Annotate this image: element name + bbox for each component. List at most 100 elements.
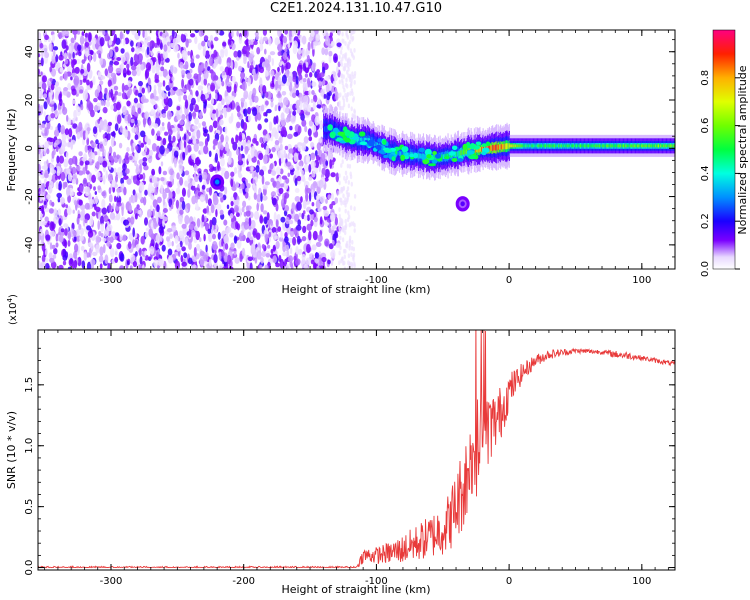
noise-cell (342, 186, 345, 192)
noise-cell (285, 62, 291, 70)
noise-cell (71, 178, 76, 185)
noise-cell (292, 40, 298, 50)
noise-cell (148, 182, 153, 193)
noise-cell (48, 208, 55, 214)
noise-cell (306, 154, 311, 164)
noise-cell (264, 70, 269, 77)
noise-cell (55, 242, 59, 248)
noise-cell (115, 37, 121, 45)
noise-cell (318, 179, 324, 189)
noise-cell (347, 210, 350, 216)
noise-cell (338, 189, 341, 195)
noise-cell (85, 170, 90, 175)
noise-cell (168, 242, 172, 246)
noise-cell (133, 53, 140, 63)
noise-cell (253, 72, 258, 81)
noise-cell (167, 91, 171, 97)
noise-cell (99, 80, 104, 86)
noise-cell (44, 216, 49, 222)
noise-cell (315, 241, 322, 247)
noise-cell (87, 242, 94, 247)
noise-cell (48, 137, 55, 143)
noise-cell (281, 175, 288, 180)
noise-cell (344, 41, 347, 46)
noise-cell (212, 120, 218, 129)
noise-cell (108, 202, 112, 213)
noise-cell (318, 164, 321, 173)
noise-cell (207, 228, 211, 234)
noise-cell (344, 218, 347, 224)
noise-cell (236, 30, 239, 37)
noise-cell (195, 54, 200, 59)
noise-cell (45, 249, 48, 256)
noise-cell (277, 30, 282, 37)
noise-cell (41, 82, 47, 90)
noise-cell (199, 250, 205, 257)
noise-cell (172, 135, 176, 143)
noise-cell (156, 196, 162, 204)
noise-cell (293, 152, 299, 162)
noise-cell (336, 65, 339, 74)
heatmap-image (38, 30, 675, 269)
noise-cell (203, 145, 209, 155)
noise-cell (281, 64, 284, 74)
noise-cell (151, 128, 155, 136)
noise-cell (227, 156, 232, 165)
noise-cell (84, 202, 90, 210)
noise-cell (181, 87, 187, 93)
noise-cell (115, 232, 119, 237)
noise-cell (307, 41, 311, 51)
noise-cell (82, 167, 86, 175)
noise-cell (118, 142, 123, 149)
noise-cell (79, 184, 84, 193)
noise-cell (110, 247, 115, 258)
noise-cell (284, 145, 289, 150)
noise-cell (78, 199, 83, 206)
noise-cell (228, 150, 232, 159)
noise-cell (112, 203, 115, 210)
noise-cell (246, 237, 250, 243)
noise-cell (300, 113, 305, 121)
noise-cell (107, 79, 112, 88)
noise-cell (198, 174, 203, 183)
noise-cell (194, 104, 200, 113)
noise-cell (72, 99, 76, 105)
noise-cell (68, 45, 72, 54)
noise-cell (282, 251, 287, 257)
noise-cell (84, 37, 88, 43)
noise-cell (168, 112, 173, 118)
noise-cell (339, 235, 342, 241)
noise-cell (226, 81, 232, 87)
noise-cell (92, 75, 96, 86)
noise-cell (338, 250, 341, 256)
noise-cell (311, 202, 315, 207)
noise-cell (76, 234, 81, 242)
noise-cell (161, 244, 166, 252)
noise-cell (181, 223, 187, 229)
noise-cell (343, 254, 346, 260)
noise-cell (201, 184, 206, 190)
noise-cell (272, 244, 276, 252)
noise-cell (126, 147, 130, 152)
noise-cell (143, 117, 146, 128)
noise-cell (309, 72, 313, 78)
noise-cell (208, 258, 212, 267)
noise-cell (194, 30, 199, 34)
noise-cell (166, 228, 173, 233)
noise-cell (271, 146, 276, 153)
noise-cell (308, 89, 311, 96)
noise-cell (129, 265, 133, 269)
noise-cell (87, 230, 94, 238)
noise-cell (338, 260, 341, 265)
noise-cell (236, 105, 241, 113)
noise-cell (275, 262, 280, 268)
noise-cell (151, 143, 157, 152)
noise-cell (234, 205, 239, 213)
noise-cell (275, 80, 278, 91)
noise-cell (255, 165, 260, 173)
noise-cell (156, 37, 161, 46)
noise-cell (274, 131, 279, 140)
noise-cell (60, 197, 65, 205)
noise-cell (274, 106, 277, 112)
